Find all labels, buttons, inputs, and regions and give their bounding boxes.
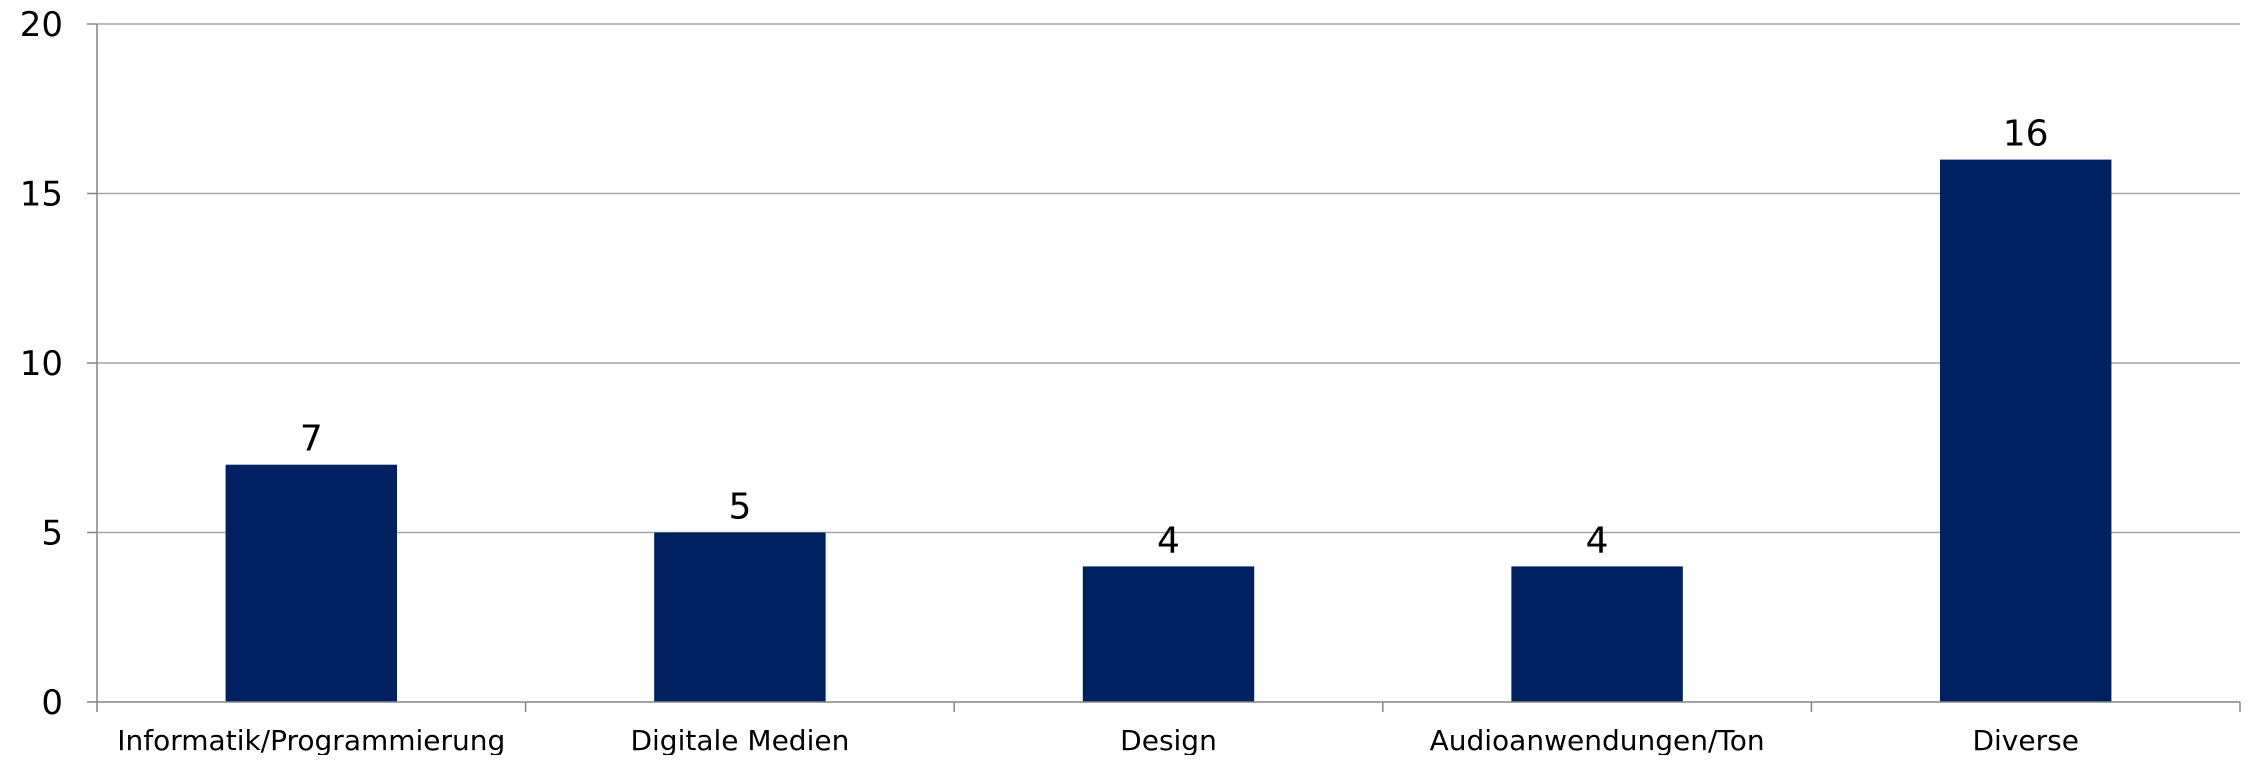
y-tick-labels: 0 5 10 15 20: [20, 5, 63, 723]
y-tick-label: 0: [41, 683, 63, 723]
data-label: 5: [728, 487, 751, 528]
x-tick-label: Design: [1120, 724, 1217, 755]
x-tick-label: Audioanwendungen/Ton: [1430, 724, 1765, 755]
y-tick-label: 10: [20, 344, 63, 384]
data-label: 4: [1586, 520, 1609, 561]
x-tick-label: Diverse: [1972, 724, 2078, 755]
bar: [1082, 566, 1255, 702]
data-labels: 7 5 4 4 16: [300, 114, 2049, 562]
bar: [654, 532, 826, 702]
x-tick-labels: Informatik/Programmierung Digitale Medien…: [117, 724, 2079, 757]
y-tick-label: 20: [20, 5, 63, 45]
y-tick-label: 15: [20, 175, 63, 215]
data-label: 7: [300, 419, 323, 460]
bar: [1939, 159, 2112, 703]
x-tick-label: Digitale Medien: [630, 724, 849, 755]
x-tick-label: Informatik/Programmierung: [117, 724, 505, 755]
bar: [1511, 566, 1683, 702]
data-label: 16: [2003, 114, 2049, 155]
bars: [225, 159, 2112, 703]
bar: [225, 464, 398, 702]
gridlines: [97, 23, 2240, 534]
data-label: 4: [1157, 520, 1180, 561]
y-tick-label: 5: [41, 514, 63, 554]
axes: [87, 23, 2241, 712]
